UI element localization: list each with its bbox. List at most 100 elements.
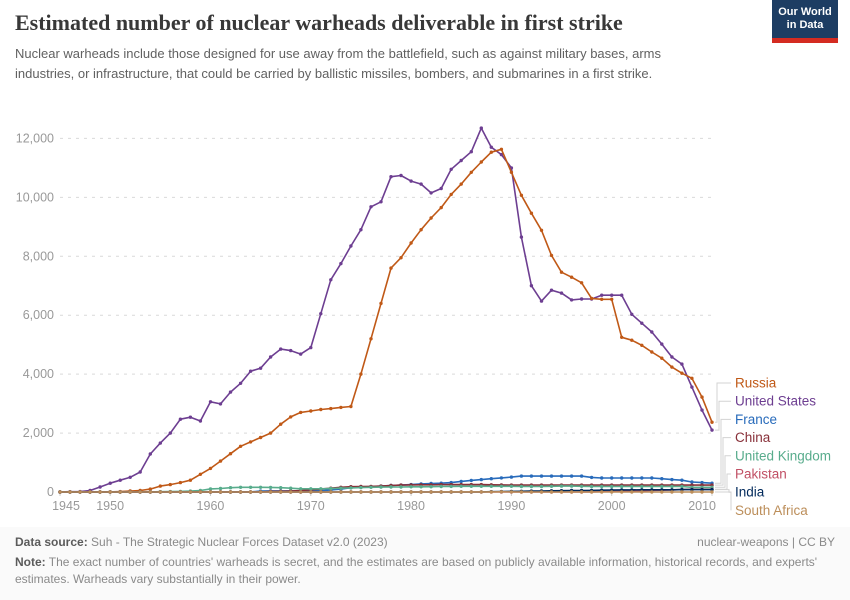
data-point-united-kingdom bbox=[479, 484, 483, 488]
data-point-united-kingdom bbox=[569, 484, 574, 488]
data-point-south-africa bbox=[238, 490, 243, 494]
x-tick-label: 1970 bbox=[297, 499, 325, 513]
data-point-south-africa bbox=[218, 490, 223, 494]
data-point-united-kingdom bbox=[469, 484, 473, 488]
data-point-france bbox=[610, 476, 614, 480]
data-point-united-kingdom bbox=[379, 485, 383, 489]
data-source-text: Suh - The Strategic Nuclear Forces Datas… bbox=[87, 535, 388, 549]
data-point-united-states bbox=[289, 348, 293, 353]
data-point-russia bbox=[610, 297, 614, 301]
data-point-south-africa bbox=[258, 490, 263, 494]
data-point-south-africa bbox=[369, 490, 373, 494]
data-point-south-africa bbox=[620, 490, 624, 494]
data-point-russia bbox=[379, 301, 383, 306]
data-point-france bbox=[529, 474, 534, 478]
data-point-russia bbox=[369, 337, 373, 341]
data-point-united-states bbox=[98, 485, 102, 489]
data-point-united-kingdom bbox=[309, 487, 313, 491]
data-point-united-states bbox=[168, 431, 172, 435]
data-point-south-africa bbox=[479, 490, 483, 494]
data-point-united-states bbox=[660, 342, 664, 346]
data-point-south-africa bbox=[88, 490, 92, 494]
data-point-united-kingdom bbox=[258, 485, 263, 489]
data-point-south-africa bbox=[309, 490, 313, 494]
data-point-united-states bbox=[630, 312, 634, 316]
data-point-south-africa bbox=[299, 490, 303, 494]
legend-item-india[interactable]: India bbox=[735, 485, 765, 500]
data-point-south-africa bbox=[389, 490, 393, 494]
legend-item-pakistan[interactable]: Pakistan bbox=[735, 467, 787, 482]
data-point-united-states bbox=[369, 205, 373, 209]
note-label: Note: bbox=[15, 555, 46, 569]
data-point-france bbox=[640, 476, 644, 480]
data-point-united-kingdom bbox=[218, 486, 223, 491]
data-point-russia bbox=[680, 371, 684, 375]
data-point-south-africa bbox=[128, 490, 132, 494]
data-point-south-africa bbox=[268, 490, 273, 494]
data-point-south-africa bbox=[489, 490, 493, 494]
data-point-united-kingdom bbox=[329, 486, 333, 491]
data-point-south-africa bbox=[429, 490, 433, 494]
data-point-south-africa bbox=[650, 490, 654, 494]
data-point-united-states bbox=[359, 228, 363, 232]
data-point-united-kingdom bbox=[228, 486, 233, 490]
data-point-russia bbox=[409, 241, 413, 245]
data-point-russia bbox=[198, 472, 203, 476]
legend-item-south-africa[interactable]: South Africa bbox=[735, 503, 808, 518]
data-point-russia bbox=[509, 170, 514, 174]
owid-logo-line1: Our World bbox=[778, 6, 832, 19]
data-point-south-africa bbox=[68, 490, 72, 494]
data-point-united-kingdom bbox=[359, 485, 363, 490]
data-point-south-africa bbox=[208, 490, 213, 494]
data-point-russia bbox=[228, 452, 233, 456]
data-point-south-africa bbox=[600, 490, 604, 494]
data-point-south-africa bbox=[419, 490, 423, 494]
data-point-russia bbox=[569, 275, 574, 279]
data-point-south-africa bbox=[289, 490, 293, 494]
data-point-united-kingdom bbox=[559, 484, 564, 488]
data-point-united-states bbox=[670, 355, 674, 359]
legend-item-russia[interactable]: Russia bbox=[735, 376, 777, 391]
data-point-united-states bbox=[449, 167, 453, 171]
data-point-india bbox=[710, 487, 714, 492]
series-line-russia[interactable] bbox=[60, 148, 713, 493]
data-point-south-africa bbox=[569, 490, 574, 494]
legend-item-china[interactable]: China bbox=[735, 430, 771, 445]
data-point-south-africa bbox=[469, 490, 473, 494]
data-point-russia bbox=[429, 216, 433, 220]
data-point-russia bbox=[188, 478, 193, 482]
x-tick-label: 1960 bbox=[197, 499, 225, 513]
license-text[interactable]: nuclear-weapons | CC BY bbox=[697, 535, 835, 549]
owid-logo[interactable]: Our World in Data bbox=[772, 0, 838, 43]
data-point-south-africa bbox=[329, 490, 333, 494]
data-point-united-states bbox=[138, 470, 142, 474]
data-point-france bbox=[559, 474, 564, 478]
data-point-south-africa bbox=[359, 490, 363, 494]
data-point-united-states bbox=[600, 293, 604, 297]
data-point-south-africa bbox=[539, 490, 544, 494]
legend-connector-united-states bbox=[715, 400, 731, 431]
legend-item-united-states[interactable]: United States bbox=[735, 394, 816, 409]
x-tick-label: 1950 bbox=[96, 499, 124, 513]
data-point-south-africa bbox=[248, 490, 253, 494]
data-point-south-africa bbox=[108, 490, 112, 494]
x-tick-label: 1980 bbox=[397, 499, 425, 513]
data-point-russia bbox=[529, 211, 534, 215]
data-point-france bbox=[690, 480, 694, 484]
data-point-south-africa bbox=[640, 490, 644, 494]
data-point-united-states bbox=[268, 355, 273, 359]
legend-item-united-kingdom[interactable]: United Kingdom bbox=[735, 448, 831, 463]
data-point-united-states bbox=[489, 145, 493, 149]
data-point-united-kingdom bbox=[369, 485, 373, 489]
data-point-russia bbox=[279, 422, 283, 426]
data-point-france bbox=[479, 477, 483, 482]
y-tick-label: 10,000 bbox=[16, 190, 54, 204]
data-point-united-states bbox=[228, 390, 233, 394]
data-point-united-kingdom bbox=[589, 484, 594, 489]
data-point-south-africa bbox=[549, 490, 554, 494]
data-point-south-africa bbox=[710, 490, 714, 494]
legend-connector-united-kingdom bbox=[715, 455, 731, 488]
legend-item-france[interactable]: France bbox=[735, 412, 777, 427]
y-tick-label: 6,000 bbox=[23, 308, 54, 322]
